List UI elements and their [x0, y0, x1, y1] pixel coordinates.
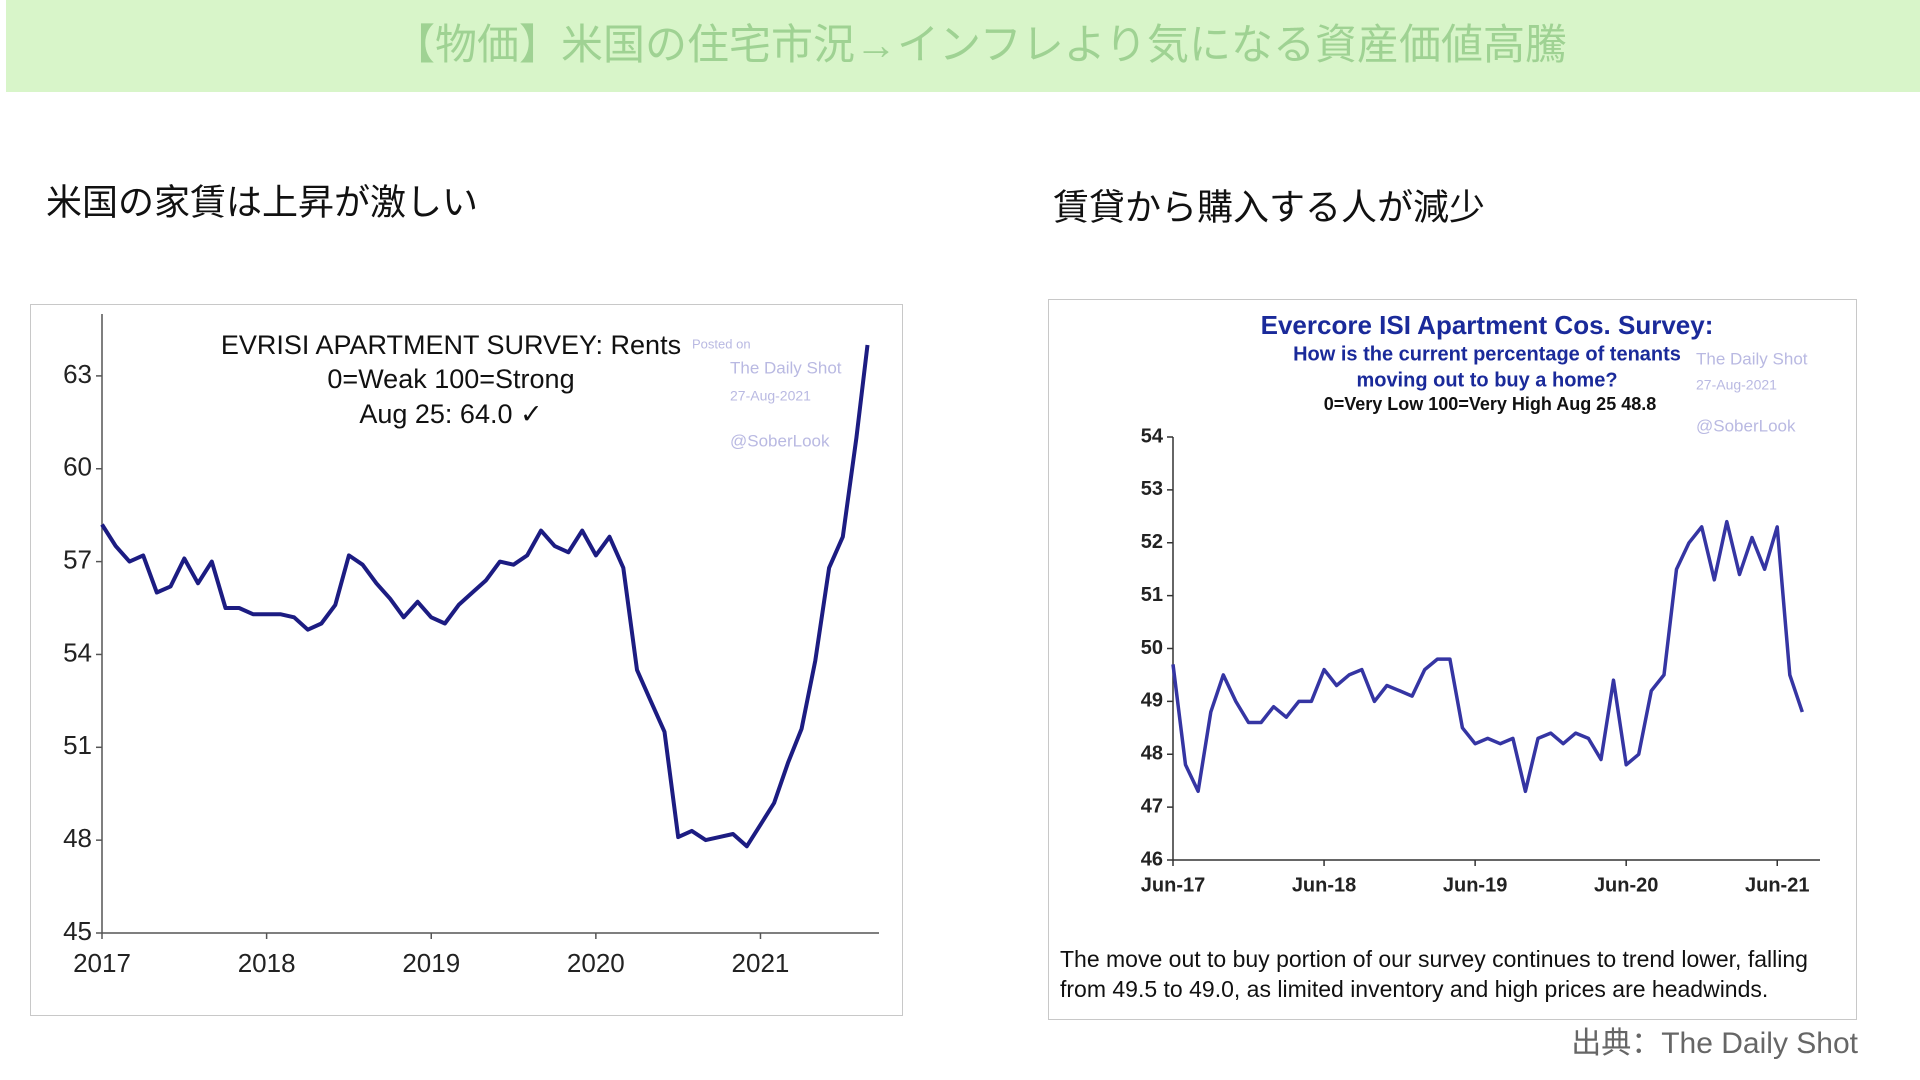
annotation: 0=Weak 100=Strong: [327, 364, 574, 394]
page-title: 【物価】米国の住宅市況→インフレより気になる資産価値高騰: [393, 21, 1567, 68]
annotation: Aug 25: 64.0 ✓: [359, 399, 542, 429]
note: from 49.5 to 49.0, as limited inventory …: [1060, 976, 1768, 1002]
line: [100, 344, 870, 849]
y-tick-label: 45: [63, 916, 92, 946]
x-tick-label: 2017: [73, 948, 131, 978]
y-tick-label: 48: [63, 823, 92, 853]
x-tick-label: Jun-17: [1141, 874, 1205, 896]
x-tick-label: Jun-19: [1443, 874, 1507, 896]
x-tick-label: 2019: [402, 948, 460, 978]
x-tick-label: Jun-20: [1594, 874, 1658, 896]
header-band: [6, 0, 1920, 92]
x-tick-label: Jun-21: [1745, 874, 1809, 896]
heading: 賃貸から購入する人が減少: [1053, 187, 1485, 228]
source: 出典：The Daily Shot: [1571, 1027, 1858, 1060]
y-tick-label: 63: [63, 359, 92, 389]
y-tick-label: 52: [1141, 531, 1163, 553]
y-tick-label: 53: [1141, 478, 1163, 500]
chart-frame: [1048, 299, 1857, 1020]
y-tick-label: 51: [1141, 584, 1163, 606]
y-tick-label: 60: [63, 452, 92, 482]
x-tick-label: 2018: [238, 948, 296, 978]
note: The move out to buy portion of our surve…: [1060, 946, 1808, 972]
watermark: Posted on: [692, 336, 751, 351]
chart-frame: [30, 304, 903, 1016]
x-tick-label: Jun-18: [1292, 874, 1356, 896]
watermark: 27-Aug-2021: [730, 388, 811, 404]
heading: 米国の家賃は上昇が激しい: [46, 182, 478, 223]
y-tick-label: 49: [1141, 690, 1163, 712]
y-tick-label: 48: [1141, 743, 1163, 765]
watermark: The Daily Shot: [730, 358, 842, 377]
y-tick-label: 51: [63, 730, 92, 760]
x-tick-label: 2021: [732, 948, 790, 978]
watermark: @SoberLook: [730, 431, 830, 450]
annotation: 0=Very Low 100=Very High Aug 25 48.8: [1324, 394, 1657, 414]
chart-subtitle: moving out to buy a home?: [1356, 369, 1617, 391]
chart-subtitle: How is the current percentage of tenants: [1293, 343, 1681, 365]
y-tick-label: 54: [1141, 425, 1164, 447]
y-tick-label: 47: [1141, 795, 1163, 817]
y-tick-label: 54: [63, 637, 92, 667]
watermark: @SoberLook: [1696, 416, 1796, 435]
watermark: The Daily Shot: [1696, 349, 1808, 368]
y-tick-label: 46: [1141, 848, 1163, 870]
line: [1171, 519, 1804, 794]
y-tick-label: 50: [1141, 637, 1163, 659]
x-tick-label: 2020: [567, 948, 625, 978]
watermark: 27-Aug-2021: [1696, 377, 1777, 393]
chart-title: EVRISI APARTMENT SURVEY: Rents: [221, 330, 681, 360]
y-tick-label: 57: [63, 544, 92, 574]
chart-title: Evercore ISI Apartment Cos. Survey:: [1261, 310, 1714, 340]
